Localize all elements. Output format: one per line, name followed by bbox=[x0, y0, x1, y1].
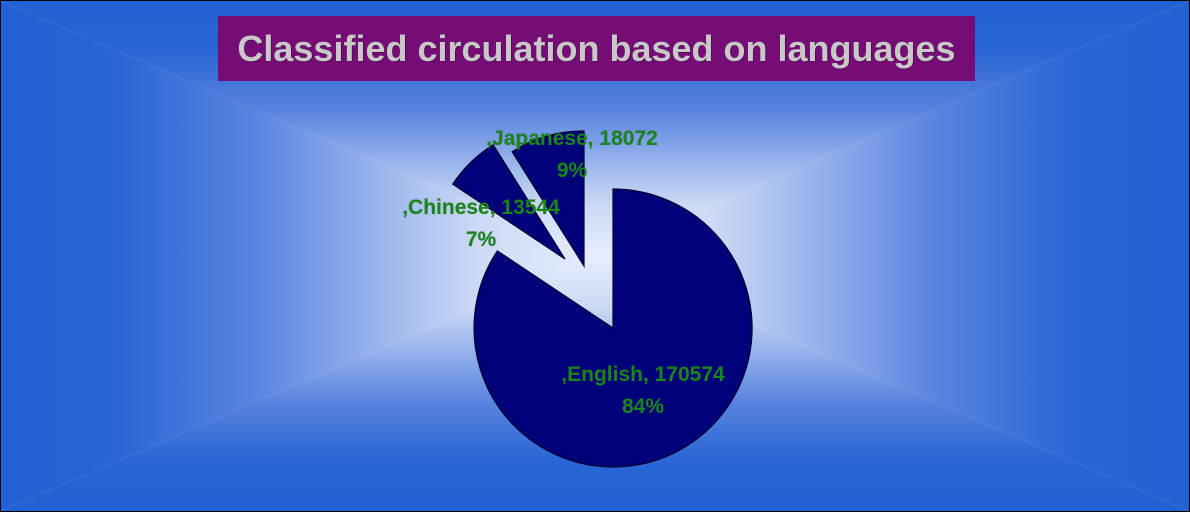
label-chinese: ,Chinese, 13544 7% bbox=[402, 192, 560, 256]
label-chinese-percent: 7% bbox=[465, 228, 497, 251]
label-english: ,English, 170574 84% bbox=[561, 359, 724, 423]
pie-slice-japanese[interactable] bbox=[511, 130, 585, 269]
pie-slice-english[interactable] bbox=[473, 188, 753, 468]
label-japanese-percent: 9% bbox=[556, 159, 588, 182]
label-english-text: ,English, 170574 bbox=[561, 363, 725, 386]
pie-slice-chinese[interactable] bbox=[451, 143, 566, 260]
chart-title-bar: Classified circulation based on language… bbox=[218, 16, 975, 81]
label-english-percent: 84% bbox=[621, 395, 665, 418]
label-chinese-text: ,Chinese, 13544 bbox=[402, 196, 560, 219]
chart-title: Classified circulation based on language… bbox=[237, 27, 956, 69]
label-japanese: ,Japanese, 18072 9% bbox=[486, 123, 658, 187]
label-japanese-text: ,Japanese, 18072 bbox=[486, 127, 658, 150]
